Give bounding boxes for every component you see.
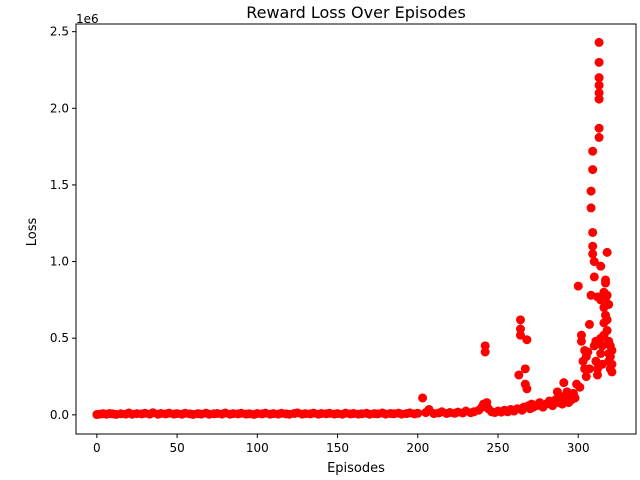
data-point xyxy=(575,382,585,392)
x-axis-label: Episodes xyxy=(327,461,385,476)
data-point xyxy=(522,335,532,345)
x-tick-label: 200 xyxy=(406,441,429,455)
y-scale-label: 1e6 xyxy=(76,12,99,26)
y-tick-label: 2.0 xyxy=(50,101,69,115)
chart-title: Reward Loss Over Episodes xyxy=(246,3,466,22)
data-point xyxy=(589,272,599,282)
data-point xyxy=(586,186,596,196)
data-point xyxy=(594,37,604,47)
data-point xyxy=(596,261,606,271)
data-point xyxy=(588,165,598,175)
data-point xyxy=(589,257,599,267)
y-tick-label: 1.0 xyxy=(50,255,69,269)
data-point xyxy=(584,364,594,374)
x-tick-label: 250 xyxy=(487,441,510,455)
data-point xyxy=(597,341,607,351)
data-point xyxy=(607,345,617,355)
data-point xyxy=(607,367,617,377)
data-point xyxy=(559,378,569,388)
data-point xyxy=(588,227,598,237)
data-point xyxy=(602,326,612,336)
data-point xyxy=(588,241,598,251)
data-point xyxy=(596,349,606,359)
data-point xyxy=(581,372,591,382)
data-point xyxy=(583,347,593,357)
data-point xyxy=(607,359,617,369)
data-point xyxy=(576,336,586,346)
data-points xyxy=(92,37,617,420)
y-tick-label: 2.5 xyxy=(50,25,69,39)
y-tick-label: 0.5 xyxy=(50,331,69,345)
data-point xyxy=(602,290,612,300)
x-axis-ticks: 0 50 100 150 200 250 300 xyxy=(93,434,590,455)
data-point xyxy=(588,249,598,259)
data-point xyxy=(584,319,594,329)
y-tick-label: 0.0 xyxy=(50,408,69,422)
x-tick-label: 150 xyxy=(326,441,349,455)
data-point xyxy=(602,247,612,257)
y-tick-label: 1.5 xyxy=(50,178,69,192)
data-point xyxy=(515,324,525,334)
data-point xyxy=(480,341,490,351)
x-tick-label: 0 xyxy=(93,441,101,455)
data-point xyxy=(594,57,604,67)
data-point xyxy=(515,315,525,325)
data-point xyxy=(594,132,604,142)
x-tick-label: 100 xyxy=(246,441,269,455)
data-point xyxy=(586,203,596,213)
data-point xyxy=(601,275,611,285)
y-axis-label: Loss xyxy=(25,218,40,247)
data-point xyxy=(604,299,614,309)
y-axis-ticks: 0.0 0.5 1.0 1.5 2.0 2.5 xyxy=(50,25,76,422)
data-point xyxy=(522,384,532,394)
data-point xyxy=(514,370,524,380)
plot-area-frame xyxy=(75,23,637,435)
x-tick-label: 50 xyxy=(169,441,184,455)
data-point xyxy=(413,408,423,418)
data-point xyxy=(573,281,583,291)
data-point xyxy=(594,80,604,90)
data-point xyxy=(594,94,604,104)
data-point xyxy=(594,73,604,83)
data-point xyxy=(602,315,612,325)
data-point xyxy=(588,146,598,156)
data-point xyxy=(570,393,580,403)
data-point xyxy=(520,364,530,374)
x-tick-label: 300 xyxy=(567,441,590,455)
data-point xyxy=(594,123,604,133)
data-point xyxy=(418,393,428,403)
